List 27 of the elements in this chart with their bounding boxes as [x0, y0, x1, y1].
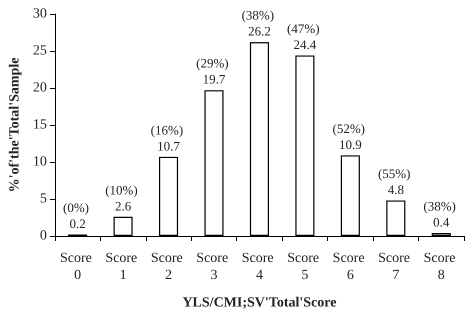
y-tick-label: 30 — [32, 6, 47, 22]
data-label: (29%) 19.7 — [196, 56, 232, 87]
y-tick-label: 15 — [32, 118, 47, 132]
x-tick-label: Score 4 — [242, 251, 278, 283]
data-label: (10%) 2.6 — [105, 182, 141, 214]
x-tick-label: Score 7 — [378, 251, 414, 283]
x-tick-label: Score 2 — [150, 251, 186, 283]
data-label: (16%) 10.7 — [150, 122, 186, 154]
y-axis-title: %'of'the'Total'Sample — [8, 58, 22, 192]
data-label: (47%) 24.4 — [287, 20, 323, 52]
y-tick-label: 25 — [32, 44, 47, 58]
x-tick-label: Score 8 — [424, 251, 459, 283]
x-tick-label: Score 3 — [196, 251, 232, 283]
x-tick-label: Score 6 — [332, 251, 368, 283]
x-axis-title: YLS/CMI;SV'Total'Score — [182, 296, 336, 310]
y-tick-label: 20 — [32, 80, 47, 96]
data-label: (0%) 0.2 — [63, 200, 92, 232]
data-label: (55%) 4.8 — [378, 166, 414, 197]
y-tick-label: 5 — [40, 192, 47, 206]
y-tick-label: 10 — [32, 154, 47, 170]
y-tick-label: 0 — [40, 228, 47, 244]
data-label: (38%) 26.2 — [242, 8, 278, 39]
data-label: (52%) 10.9 — [332, 120, 368, 152]
data-label: (38%) 0.4 — [423, 198, 460, 230]
x-tick-label: Score 5 — [287, 251, 323, 283]
x-tick-label: Score 0 — [60, 251, 96, 283]
x-tick-label: Score 1 — [105, 251, 141, 283]
